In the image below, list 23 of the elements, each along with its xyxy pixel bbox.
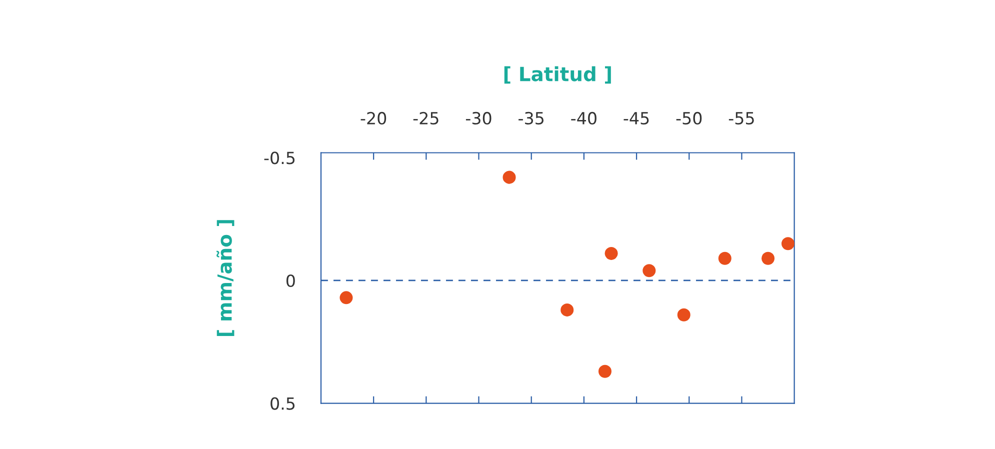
- point: [604, 246, 618, 260]
- y-axis-title: [ mm/año ]: [216, 220, 234, 336]
- point: [677, 308, 690, 322]
- x-tick-label: -40: [571, 112, 596, 125]
- y-tick-label: 0: [286, 274, 295, 288]
- x-tick-label: -45: [624, 112, 649, 125]
- x-axis-title: [ Latitud ]: [504, 66, 611, 84]
- point: [781, 237, 794, 250]
- x-tick-label: -30: [466, 112, 492, 125]
- point: [642, 264, 656, 278]
- x-tick-label: -50: [676, 112, 702, 125]
- x-tick-label: -20: [360, 112, 386, 125]
- point: [718, 252, 732, 265]
- y-tick-label: -0.5: [264, 152, 295, 164]
- x-tick-label: -25: [413, 112, 438, 125]
- point: [340, 291, 353, 304]
- point: [502, 170, 516, 184]
- point: [762, 252, 775, 265]
- point: [560, 303, 574, 316]
- x-tick-label: -35: [518, 112, 544, 125]
- point: [598, 364, 612, 378]
- y-tick-label: 0.5: [270, 397, 295, 410]
- x-tick-label: -55: [728, 112, 754, 125]
